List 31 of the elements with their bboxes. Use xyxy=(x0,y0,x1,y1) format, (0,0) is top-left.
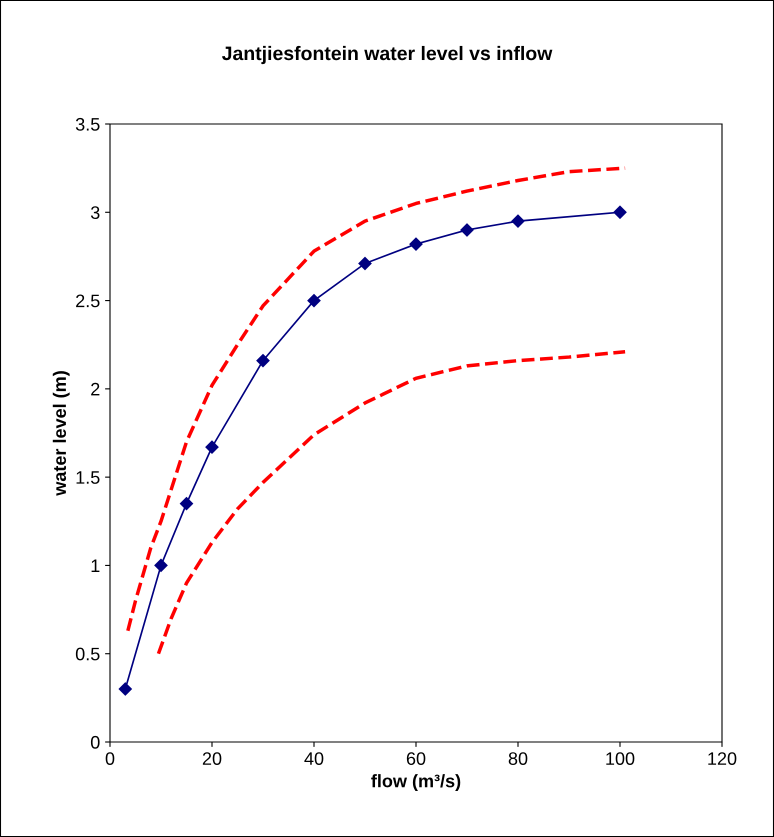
point xyxy=(118,682,132,696)
y-tick-label: 3 xyxy=(90,206,100,220)
y-tick-label: 3.5 xyxy=(76,118,100,131)
y-tick-label: 0 xyxy=(90,736,100,749)
point xyxy=(180,497,194,510)
y-tick-label: 2.5 xyxy=(76,294,100,308)
x-tick-label: 40 xyxy=(304,752,324,765)
point xyxy=(307,294,321,308)
y-tick-label: 2 xyxy=(91,382,100,396)
point xyxy=(154,558,168,572)
point xyxy=(358,256,372,270)
point xyxy=(409,237,423,251)
point xyxy=(460,223,474,237)
line-series xyxy=(156,350,627,656)
x-axis-title: flow (m³/s) xyxy=(371,774,460,791)
x-tick-label: 0 xyxy=(106,752,114,765)
y-tick-label: 1.5 xyxy=(76,471,100,484)
x-tick-label: 80 xyxy=(508,752,528,765)
y-tick-label: 1 xyxy=(92,560,100,572)
point xyxy=(511,214,525,228)
point xyxy=(256,354,270,368)
point xyxy=(613,206,627,219)
y-tick-label: 0.5 xyxy=(76,648,100,660)
y-axis-title: water level (m) xyxy=(52,371,70,496)
x-tick-label: 120 xyxy=(708,752,736,765)
x-tick-label: 100 xyxy=(606,752,634,765)
x-tick-label: 60 xyxy=(406,752,426,765)
x-tick-label: 20 xyxy=(202,752,222,765)
line-series xyxy=(126,166,627,632)
chart-title: Jantjiesfontein water level vs inflow xyxy=(222,46,552,64)
point xyxy=(205,440,219,454)
